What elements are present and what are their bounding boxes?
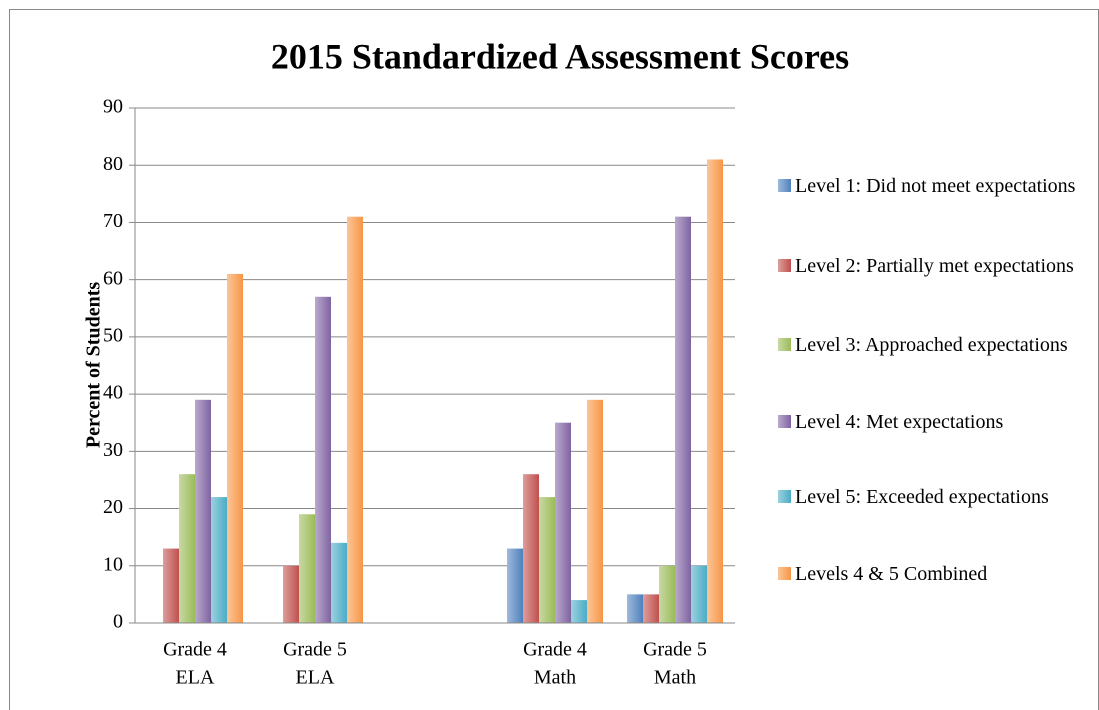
legend-entry: Levels 4 & 5 Combined (795, 563, 988, 585)
legend-entry: Level 5: Exceeded expectations (795, 486, 1049, 508)
y-tick-label: 80 (103, 153, 123, 175)
bar-shade (163, 548, 179, 623)
y-tick-label: 20 (103, 496, 123, 518)
bar-shade (283, 565, 299, 623)
bar-shade (675, 216, 691, 623)
bar-shade (299, 514, 315, 623)
bar-shade (587, 399, 603, 623)
x-tick-label: ELA (176, 667, 215, 689)
bar-shade (507, 548, 523, 623)
legend-entry: Level 1: Did not meet expectations (795, 175, 1076, 197)
bar-shade (315, 296, 331, 623)
legend-label: Level 4: Met expectations (795, 411, 1004, 433)
bar-shade (627, 594, 643, 623)
bar-shade (227, 273, 243, 623)
legend-label: Level 2: Partially met expectations (795, 255, 1074, 277)
chart-title: 2015 Standardized Assessment Scores (271, 36, 849, 76)
y-tick-label: 50 (103, 324, 123, 346)
legend-label: Level 3: Approached expectations (795, 334, 1068, 356)
legend-swatch-shade (778, 567, 791, 580)
x-tick-label: Grade 4 (163, 639, 227, 661)
y-tick-label: 10 (103, 553, 123, 575)
bar-shade (707, 159, 723, 623)
bar-shade (331, 542, 347, 623)
legend-entry: Level 4: Met expectations (795, 411, 1004, 433)
bar-shade (523, 474, 539, 623)
legend-swatch-shade (778, 490, 791, 503)
x-tick-label: Math (534, 667, 576, 689)
y-tick-label: 90 (103, 96, 123, 118)
bar-shade (195, 399, 211, 623)
bar-shade (211, 497, 227, 623)
bar-shade (643, 594, 659, 623)
y-tick-label: 60 (103, 267, 123, 289)
x-tick-label: Grade 4 (523, 639, 587, 661)
bar-shade (571, 600, 587, 623)
legend-label: Level 5: Exceeded expectations (795, 486, 1049, 508)
legend-swatch-shade (778, 338, 791, 351)
y-tick-label: 40 (103, 382, 123, 404)
legend-swatch-shade (778, 259, 791, 272)
bar-shade (659, 565, 675, 623)
y-tick-label: 70 (103, 210, 123, 232)
y-tick-label: 30 (103, 439, 123, 461)
x-tick-label: Grade 5 (643, 639, 707, 661)
x-tick-label: Grade 5 (283, 639, 347, 661)
legend-label: Level 1: Did not meet expectations (795, 175, 1076, 197)
legend-entry: Level 2: Partially met expectations (795, 255, 1074, 277)
x-tick-label: ELA (296, 667, 335, 689)
bar-shade (691, 565, 707, 623)
bar-shade (179, 474, 195, 623)
legend-label: Levels 4 & 5 Combined (795, 563, 988, 585)
legend-swatch-shade (778, 415, 791, 428)
x-tick-label: Math (654, 667, 696, 689)
y-tick-label: 0 (113, 611, 123, 633)
legend-entry: Level 3: Approached expectations (795, 334, 1068, 356)
legend-swatch-shade (778, 179, 791, 192)
bar-shade (347, 216, 363, 623)
bar-shade (539, 497, 555, 623)
bar-shade (555, 422, 571, 623)
y-axis-label: Percent of Students (83, 282, 105, 448)
